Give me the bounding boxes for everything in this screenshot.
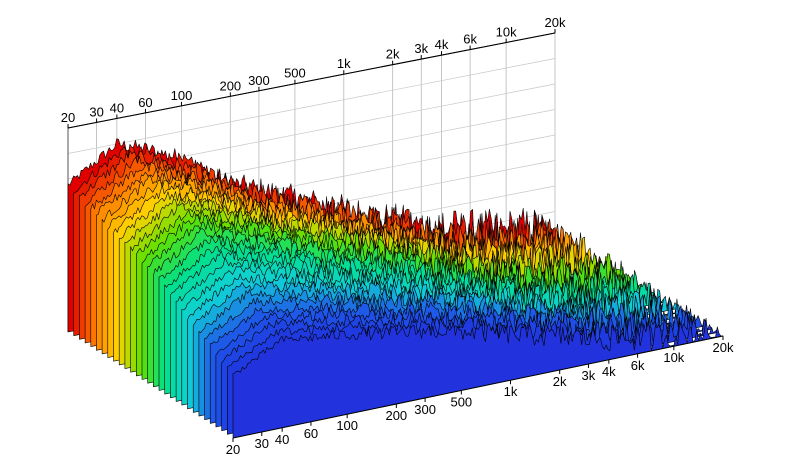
top-tick-label: 4k	[435, 37, 449, 52]
bottom-frequency-axis: 20 30 40 60 100 200 300 500 1k 2k 3k 4k 6k 10k 20k	[226, 335, 734, 457]
top-frequency-axis: 20 30 40 60 100 200 300 500 1k 2k 3k 4k 6k 10k 20k	[61, 15, 566, 129]
bottom-tick-label: 4k	[602, 364, 616, 379]
top-tick-label: 10k	[496, 25, 517, 40]
bottom-tick-label: 500	[450, 394, 472, 409]
top-tick-label: 2k	[386, 47, 400, 62]
grid-horizontal-line	[67, 58, 556, 154]
top-tick-label: 500	[284, 66, 306, 81]
bottom-tick-label: 100	[336, 418, 358, 433]
bottom-tick-label: 20k	[713, 340, 734, 355]
bottom-tick-label: 3k	[582, 368, 596, 383]
top-tick-label: 30	[89, 104, 103, 119]
top-tick-label: 60	[138, 95, 152, 110]
bottom-tick-label: 20	[226, 442, 240, 457]
top-tick-label: 40	[110, 100, 124, 115]
bottom-tick-label: 10k	[663, 350, 684, 365]
top-tick-label: 20k	[545, 15, 566, 30]
spectrum-slices	[67, 138, 724, 439]
spectrum-slice	[232, 317, 724, 439]
bottom-tick-label: 1k	[504, 384, 518, 399]
top-tick-label: 200	[219, 78, 241, 93]
top-tick-label: 300	[248, 73, 270, 88]
bottom-tick-label: 300	[414, 402, 436, 417]
bottom-tick-label: 40	[275, 432, 289, 447]
top-tick-label: 1k	[337, 56, 351, 71]
bottom-tick-label: 30	[255, 436, 269, 451]
top-tick-label: 6k	[463, 32, 477, 47]
top-axis-line	[67, 32, 556, 129]
bottom-tick-label: 6k	[631, 358, 645, 373]
bottom-tick-label: 2k	[553, 374, 567, 389]
bottom-tick-label: 60	[304, 426, 318, 441]
top-tick-label: 100	[171, 88, 193, 103]
bottom-tick-label: 200	[385, 408, 407, 423]
bottom-axis-line	[232, 335, 724, 439]
top-tick-label: 3k	[414, 41, 428, 56]
top-tick-label: 20	[61, 110, 75, 125]
